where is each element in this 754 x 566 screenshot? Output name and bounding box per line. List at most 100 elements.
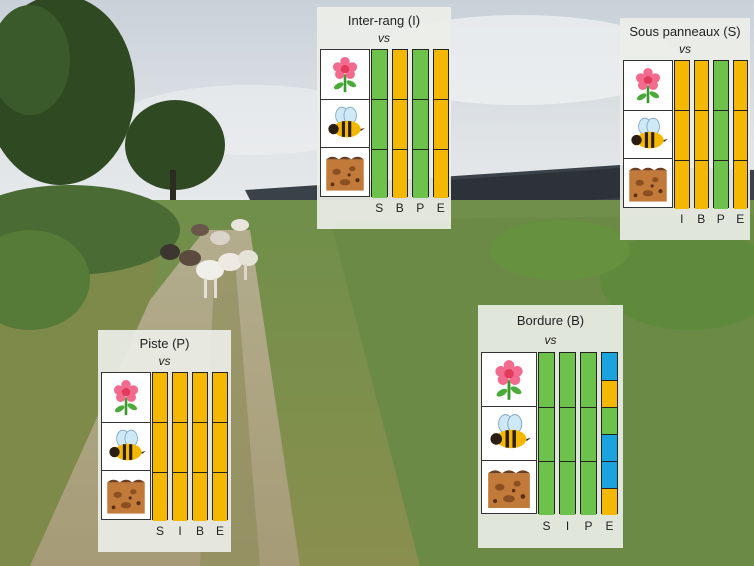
bar-segment xyxy=(733,61,747,111)
bar-segment xyxy=(193,373,207,423)
bar-b xyxy=(693,60,709,209)
icon-column xyxy=(101,372,151,520)
axis-label-b: B xyxy=(195,524,204,538)
bar-segment xyxy=(675,110,689,160)
bar-segment xyxy=(602,353,617,380)
axis-label-b: B xyxy=(395,201,404,215)
bar-segment xyxy=(694,110,708,160)
bar-segment xyxy=(581,353,596,407)
bar-e xyxy=(732,60,748,209)
axis-label-s: S xyxy=(155,524,164,538)
bar-segment xyxy=(602,461,617,488)
panel-title: Piste (P) xyxy=(139,336,190,351)
bar-segment xyxy=(153,373,167,423)
soil-icon xyxy=(102,470,150,519)
bar-segment xyxy=(675,159,689,209)
bar-segment xyxy=(193,471,207,521)
axis-label-i: I xyxy=(680,212,684,226)
axis-label-i: I xyxy=(565,519,570,533)
bar-segment xyxy=(675,61,689,111)
flower-icon xyxy=(482,353,536,406)
bar-segment xyxy=(392,50,407,100)
panel-title: Inter-rang (I) xyxy=(347,13,421,28)
comparison-bars xyxy=(371,49,449,198)
panel-title: Bordure (B) xyxy=(516,313,585,328)
soil-icon xyxy=(482,459,536,513)
trees xyxy=(0,0,225,330)
vs-label: vs xyxy=(158,354,171,368)
comparison-bars xyxy=(152,372,228,521)
bar-segment xyxy=(602,407,617,434)
icon-column xyxy=(481,352,537,514)
bar-s xyxy=(371,49,388,198)
bar-segment xyxy=(433,50,448,100)
flower-icon xyxy=(102,373,150,422)
bar-segment xyxy=(413,148,428,198)
vs-label: vs xyxy=(378,31,390,45)
bar-segment xyxy=(173,373,187,423)
bar-segment xyxy=(602,488,617,515)
axis-label-e: E xyxy=(215,524,224,538)
bee-icon xyxy=(321,98,369,148)
bar-e xyxy=(601,352,618,515)
comparison-bars xyxy=(538,352,618,515)
bar-segment xyxy=(714,110,728,160)
bar-e xyxy=(432,49,449,198)
axis-label-s: S xyxy=(542,519,551,533)
bar-segment xyxy=(733,159,747,209)
bar-segment xyxy=(581,461,596,515)
bar-segment xyxy=(213,373,227,423)
bar-segment xyxy=(714,159,728,209)
bar-b xyxy=(192,372,208,521)
bar-p xyxy=(713,60,729,209)
soil-icon xyxy=(321,147,369,196)
bar-s xyxy=(538,352,555,515)
bar-i xyxy=(674,60,690,209)
vs-label: vs xyxy=(544,333,557,347)
axis-label-s: S xyxy=(375,201,384,215)
bar-i xyxy=(559,352,576,515)
axis-label-p: P xyxy=(716,212,725,226)
axis-label-e: E xyxy=(605,519,614,533)
bar-segment xyxy=(539,407,554,461)
bar-segment xyxy=(433,99,448,149)
bar-segment xyxy=(193,422,207,472)
bar-segment xyxy=(413,50,428,100)
bee-icon xyxy=(102,421,150,471)
bar-segment xyxy=(539,461,554,515)
sheep-flock xyxy=(160,219,258,298)
panel-title: Sous panneaux (S) xyxy=(629,24,741,39)
bar-e xyxy=(212,372,228,521)
bar-segment xyxy=(372,148,387,198)
bar-b xyxy=(391,49,408,198)
bee-icon xyxy=(482,406,536,459)
bar-segment xyxy=(694,159,708,209)
icon-column xyxy=(320,49,370,197)
bar-segment xyxy=(433,148,448,198)
bar-segment xyxy=(153,471,167,521)
bar-segment xyxy=(539,353,554,407)
bar-segment xyxy=(714,61,728,111)
bar-segment xyxy=(560,353,575,407)
bar-i xyxy=(172,372,188,521)
bar-segment xyxy=(173,422,187,472)
bar-segment xyxy=(694,61,708,111)
bar-s xyxy=(152,372,168,521)
axis-label-p: P xyxy=(416,201,425,215)
bar-segment xyxy=(213,422,227,472)
bar-segment xyxy=(560,461,575,515)
bar-p xyxy=(412,49,429,198)
bar-segment xyxy=(581,407,596,461)
axis-label-e: E xyxy=(736,212,745,226)
bar-segment xyxy=(602,380,617,407)
bar-segment xyxy=(153,422,167,472)
bar-segment xyxy=(173,471,187,521)
bar-segment xyxy=(602,434,617,461)
bar-segment xyxy=(213,471,227,521)
